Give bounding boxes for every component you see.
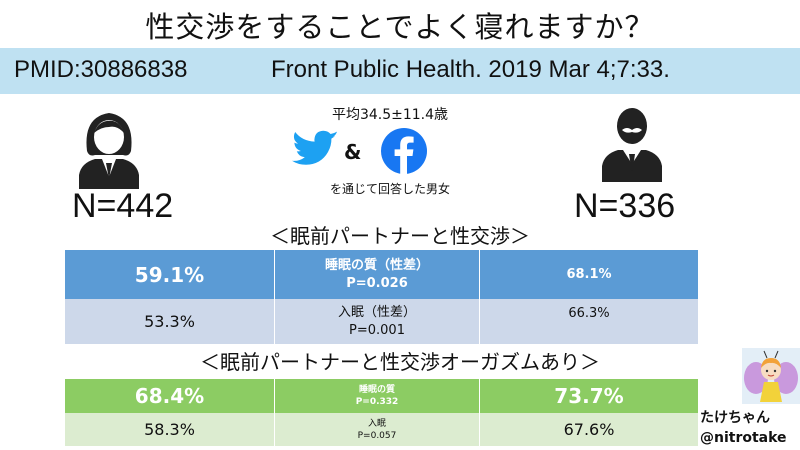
metric-cell: 睡眠の質（性差） P=0.026 bbox=[275, 250, 480, 299]
p-value: P=0.001 bbox=[349, 322, 405, 338]
page-title: 性交渉をすることでよく寝れますか？ bbox=[145, 10, 655, 44]
section1-title: ＜眠前パートナーと性交渉＞ bbox=[270, 224, 530, 248]
facebook-icon bbox=[380, 127, 428, 179]
citation-bar: PMID:30886838 Front Public Health. 2019 … bbox=[0, 48, 800, 94]
female-person-icon bbox=[73, 107, 145, 193]
male-value: 66.3% bbox=[568, 306, 610, 321]
journal-text: Front Public Health. 2019 Mar 4;7:33. bbox=[271, 56, 670, 83]
twitter-icon bbox=[292, 128, 340, 176]
female-value: 58.3% bbox=[65, 413, 275, 446]
male-count: N=336 bbox=[574, 187, 676, 225]
female-value: 53.3% bbox=[65, 299, 275, 344]
metric-cell: 入眠（性差） P=0.001 bbox=[275, 299, 480, 344]
male-value: 67.6% bbox=[563, 420, 615, 439]
metric-cell: 睡眠の質 P=0.332 bbox=[275, 379, 480, 413]
p-value: P=0.026 bbox=[346, 275, 408, 291]
p-value: P=0.057 bbox=[357, 430, 397, 441]
table-row: 53.3% 入眠（性差） P=0.001 66.3% bbox=[65, 299, 698, 344]
male-value: 68.1% bbox=[566, 266, 612, 282]
ampersand: & bbox=[344, 140, 362, 164]
table-row: 58.3% 入眠 P=0.057 67.6% bbox=[65, 413, 698, 446]
male-person-icon bbox=[598, 100, 666, 186]
male-value: 73.7% bbox=[554, 384, 624, 408]
metric-cell: 入眠 P=0.057 bbox=[275, 413, 480, 446]
section2-title: ＜眠前パートナーと性交渉オーガズムあり＞ bbox=[200, 350, 600, 374]
metric-label: 睡眠の質（性差） bbox=[324, 257, 429, 273]
p-value: P=0.332 bbox=[355, 397, 399, 407]
table-row: 59.1% 睡眠の質（性差） P=0.026 68.1% bbox=[65, 250, 698, 299]
pmid-text: PMID:30886838 bbox=[14, 56, 188, 83]
metric-label: 睡眠の質 bbox=[358, 385, 395, 395]
via-label: を通じて回答した男女 bbox=[329, 182, 450, 196]
table-row: 68.4% 睡眠の質 P=0.332 73.7% bbox=[65, 379, 698, 413]
female-value: 68.4% bbox=[65, 379, 275, 413]
author-credit: たけちゃん @nitrotake bbox=[700, 408, 787, 448]
author-handle: @nitrotake bbox=[700, 430, 787, 446]
metric-label: 入眠 bbox=[367, 418, 386, 429]
age-label: 平均34.5±11.4歳 bbox=[331, 107, 449, 123]
fairy-avatar-icon bbox=[742, 348, 800, 404]
metric-label: 入眠（性差） bbox=[337, 304, 416, 320]
author-name: たけちゃん bbox=[700, 410, 770, 426]
female-count: N=442 bbox=[72, 187, 174, 225]
female-value: 59.1% bbox=[65, 250, 275, 299]
